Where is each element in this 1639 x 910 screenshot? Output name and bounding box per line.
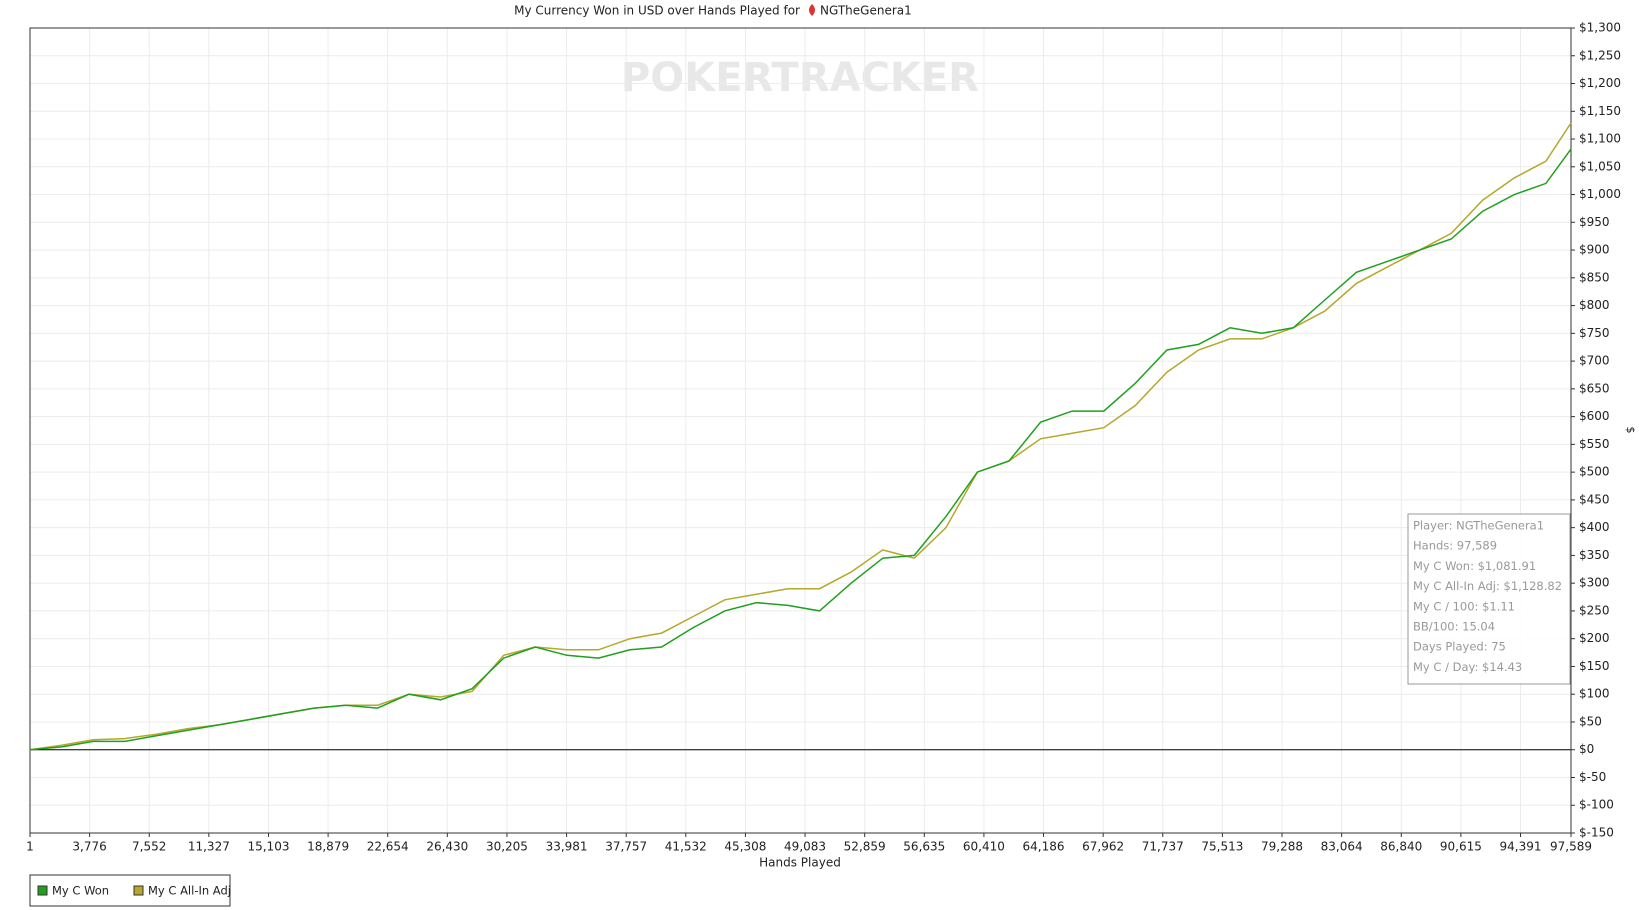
tooltip-line: Days Played: 75 [1413,640,1506,654]
x-tick-label: 15,103 [247,840,289,854]
x-tick-label: 45,308 [724,840,766,854]
y-tick-label: $200 [1579,631,1610,645]
legend-label: My C All-In Adj [148,884,231,898]
y-tick-label: $500 [1579,465,1610,479]
x-tick-label: 94,391 [1500,840,1542,854]
y-tick-label: $900 [1579,243,1610,257]
player-name: NGTheGenera1 [820,4,912,18]
y-tick-label: $600 [1579,409,1610,423]
y-axis-label: $ [1624,427,1637,434]
x-tick-label: 60,410 [963,840,1005,854]
y-tick-label: $800 [1579,298,1610,312]
tooltip-line: My C Won: $1,081.91 [1413,559,1536,573]
chart-title: My Currency Won in USD over Hands Played… [514,4,800,18]
tooltip-line: My C / 100: $1.11 [1413,599,1515,613]
legend-box [29,874,231,907]
player-icon [809,4,815,16]
y-tick-label: $1,100 [1579,132,1621,146]
x-tick-label: 83,064 [1321,840,1363,854]
y-tick-label: $650 [1579,381,1610,395]
x-tick-label: 79,288 [1261,840,1303,854]
x-tick-label: 56,635 [903,840,945,854]
y-tick-label: $550 [1579,437,1610,451]
y-tick-label: $0 [1579,742,1594,756]
x-tick-label: 90,615 [1440,840,1482,854]
series-line [29,148,1572,751]
tooltip-line: My C / Day: $14.43 [1413,660,1522,674]
watermark: POKERTRACKER [621,55,979,101]
y-tick-label: $300 [1579,576,1610,590]
x-tick-label: 75,513 [1201,840,1243,854]
legend-swatch [133,885,144,896]
x-tick-label: 67,962 [1082,840,1124,854]
x-tick-label: 52,859 [844,840,886,854]
y-tick-label: $1,300 [1579,21,1621,35]
tooltip-line: Player: NGTheGenera1 [1413,519,1544,533]
y-tick-label: $700 [1579,354,1610,368]
y-tick-label: $150 [1579,659,1610,673]
y-tick-label: $350 [1579,548,1610,562]
x-tick-label: 33,981 [546,840,588,854]
y-tick-label: $450 [1579,492,1610,506]
x-tick-label: 11,327 [188,840,230,854]
y-tick-label: $250 [1579,603,1610,617]
legend-swatch [37,885,48,896]
y-tick-label: $950 [1579,215,1610,229]
y-tick-label: $100 [1579,687,1610,701]
x-tick-label: 86,840 [1380,840,1422,854]
x-tick-label: 7,552 [132,840,166,854]
x-tick-label: 49,083 [784,840,826,854]
x-tick-label: 71,737 [1142,840,1184,854]
y-tick-label: $1,200 [1579,76,1621,90]
x-tick-label: 18,879 [307,840,349,854]
y-tick-label: $-150 [1579,826,1614,840]
y-tick-label: $1,250 [1579,48,1621,62]
x-tick-label: 41,532 [665,840,707,854]
y-tick-label: $1,000 [1579,187,1621,201]
y-tick-label: $1,050 [1579,159,1621,173]
legend-label: My C Won [52,884,109,898]
x-tick-label: 26,430 [426,840,468,854]
x-tick-label: 37,757 [605,840,647,854]
tooltip-box [1407,513,1571,685]
y-tick-label: $50 [1579,714,1602,728]
y-tick-label: $-100 [1579,798,1614,812]
y-tick-label: $750 [1579,326,1610,340]
tooltip-line: Hands: 97,589 [1413,539,1497,553]
x-tick-label: 64,186 [1023,840,1065,854]
x-tick-label: 97,589 [1550,840,1592,854]
plot-frame [29,27,1572,834]
x-tick-label: 3,776 [72,840,106,854]
tooltip-line: My C All-In Adj: $1,128.82 [1413,579,1562,593]
y-tick-label: $-50 [1579,770,1606,784]
x-axis-label: Hands Played [759,856,841,870]
tooltip-line: BB/100: 15.04 [1413,620,1495,634]
y-tick-label: $1,150 [1579,104,1621,118]
x-tick-label: 30,205 [486,840,528,854]
x-tick-label: 1 [26,840,34,854]
x-tick-label: 22,654 [367,840,409,854]
y-tick-label: $850 [1579,270,1610,284]
y-tick-label: $400 [1579,520,1610,534]
